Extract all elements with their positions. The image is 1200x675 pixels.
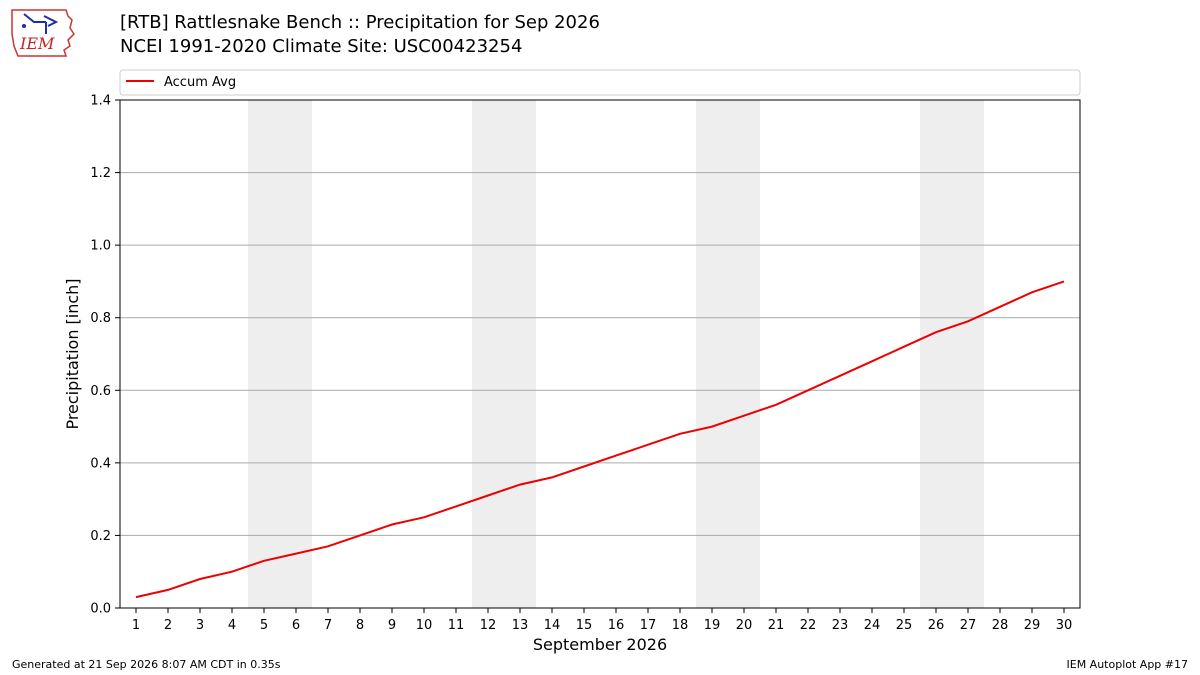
grid-lines xyxy=(120,172,1080,536)
y-tick-label-2: 0.4 xyxy=(90,456,111,471)
x-tick-label-4: 5 xyxy=(260,618,268,633)
x-tick-label-6: 7 xyxy=(324,618,332,633)
legend: Accum Avg xyxy=(119,69,1081,96)
legend-label-accum-avg: Accum Avg xyxy=(164,75,236,90)
chart-title: [RTB] Rattlesnake Bench :: Precipitation… xyxy=(120,12,600,33)
x-tick-label-11: 12 xyxy=(480,618,497,633)
x-tick-label-29: 30 xyxy=(1056,618,1073,633)
y-tick-label-6: 1.2 xyxy=(90,166,111,181)
plot-frame xyxy=(119,99,1081,609)
x-tick-label-18: 19 xyxy=(704,618,721,633)
x-tick-label-16: 17 xyxy=(640,618,657,633)
iem-logo: IEM xyxy=(11,9,75,57)
x-tick-label-12: 13 xyxy=(512,618,529,633)
x-tick-label-21: 22 xyxy=(800,618,817,633)
weekend-band-0 xyxy=(248,100,312,608)
x-tick-label-8: 9 xyxy=(388,618,396,633)
x-tick-label-17: 18 xyxy=(672,618,689,633)
x-tick-label-24: 25 xyxy=(896,618,913,633)
x-tick-label-10: 11 xyxy=(448,618,465,633)
svg-text:IEM: IEM xyxy=(19,34,55,53)
x-tick-label-13: 14 xyxy=(544,618,561,633)
weekend-band-2 xyxy=(696,100,760,608)
x-tick-label-2: 3 xyxy=(196,618,204,633)
x-tick-label-3: 4 xyxy=(228,618,236,633)
x-tick-label-26: 27 xyxy=(960,618,977,633)
y-axis-ticks: 0.0 0.2 0.4 0.6 0.8 1.0 1.2 1.4 xyxy=(90,94,120,617)
app-identifier: IEM Autoplot App #17 xyxy=(1066,658,1189,671)
y-tick-label-0: 0.0 xyxy=(90,602,111,617)
x-tick-label-15: 16 xyxy=(608,618,625,633)
weekend-band-1 xyxy=(472,100,536,608)
x-axis-ticks: 1 2 3 4 5 6 7 8 9 10 11 12 13 14 15 16 17 18 19 20 21 22 23 24 2… xyxy=(132,608,1072,633)
chart-subtitle: NCEI 1991-2020 Climate Site: USC00423254 xyxy=(120,36,523,57)
x-tick-label-28: 29 xyxy=(1024,618,1041,633)
x-tick-label-5: 6 xyxy=(292,618,300,633)
x-axis-label: September 2026 xyxy=(533,635,667,654)
x-tick-label-19: 20 xyxy=(736,618,753,633)
x-tick-label-23: 24 xyxy=(864,618,881,633)
x-tick-label-0: 1 xyxy=(132,618,140,633)
x-tick-label-14: 15 xyxy=(576,618,593,633)
legend-box xyxy=(119,69,1081,96)
weekend-band-3 xyxy=(920,100,984,608)
y-tick-label-3: 0.6 xyxy=(90,384,111,399)
x-tick-label-7: 8 xyxy=(356,618,364,633)
weekend-bands xyxy=(248,100,984,608)
x-tick-label-27: 28 xyxy=(992,618,1009,633)
generated-timestamp: Generated at 21 Sep 2026 8:07 AM CDT in … xyxy=(12,658,281,671)
x-tick-label-9: 10 xyxy=(416,618,433,633)
y-tick-label-1: 0.2 xyxy=(90,529,111,544)
x-tick-label-20: 21 xyxy=(768,618,785,633)
y-tick-label-7: 1.4 xyxy=(90,94,111,109)
x-tick-label-25: 26 xyxy=(928,618,945,633)
y-tick-label-4: 0.8 xyxy=(90,311,111,326)
y-axis-label: Precipitation [inch] xyxy=(63,278,82,429)
x-tick-label-1: 2 xyxy=(164,618,172,633)
x-tick-label-22: 23 xyxy=(832,618,849,633)
series-line-accum-avg xyxy=(135,280,1065,599)
y-tick-label-5: 1.0 xyxy=(90,239,111,254)
